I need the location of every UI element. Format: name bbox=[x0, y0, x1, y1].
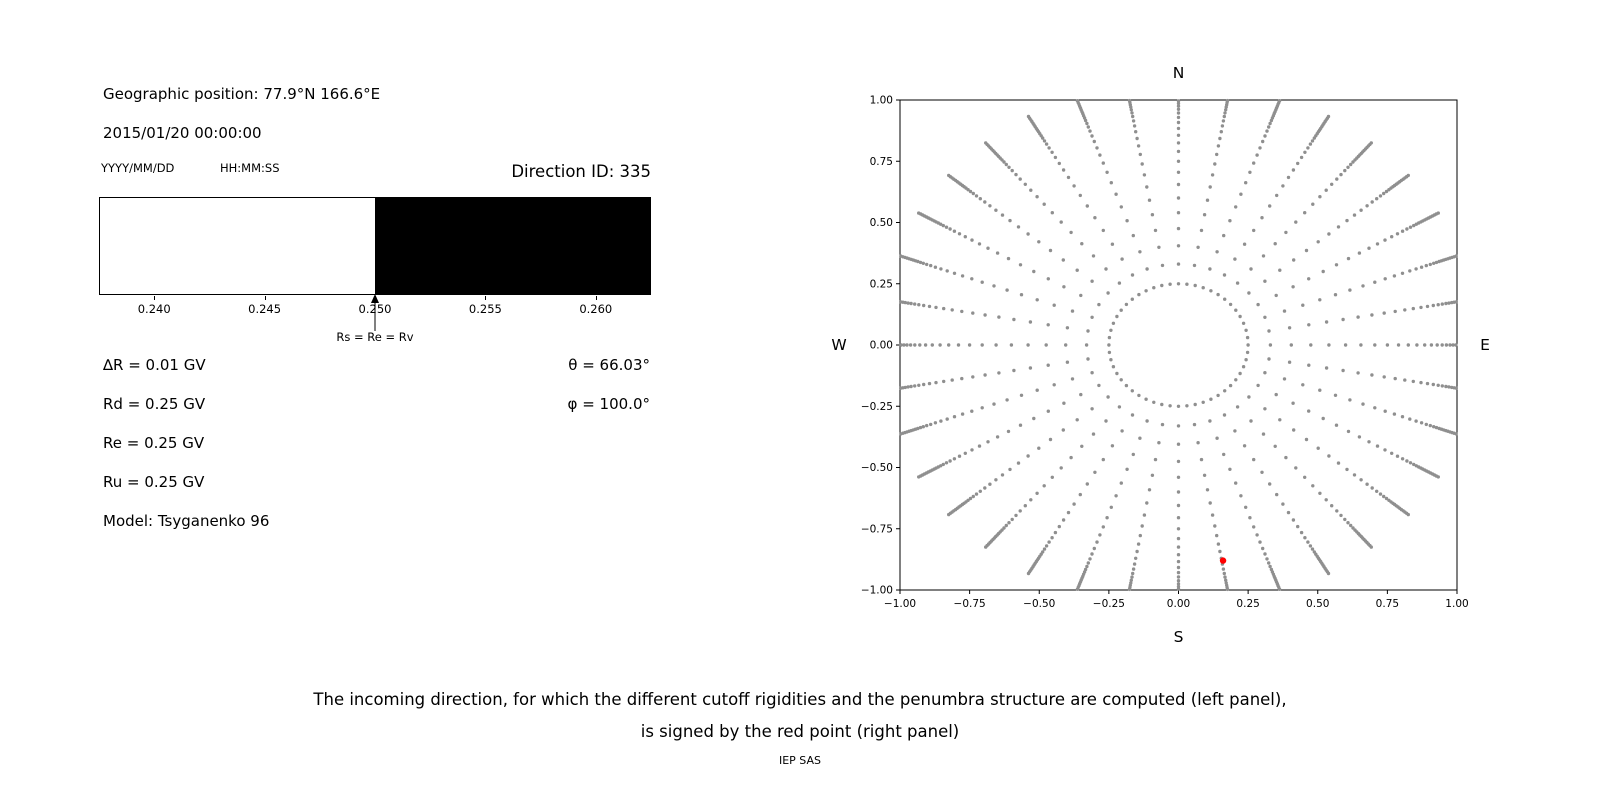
penumbra-tick-label: 0.240 bbox=[137, 302, 171, 316]
caption-line-2: is signed by the red point (right panel) bbox=[640, 722, 960, 741]
penumbra-bar-chart bbox=[99, 197, 651, 295]
x-tick-label: −0.25 bbox=[1093, 598, 1125, 610]
penumbra-tick-label: 0.260 bbox=[579, 302, 613, 316]
date-format-label: YYYY/MM/DD bbox=[101, 161, 175, 175]
penumbra-tick-mark bbox=[154, 296, 156, 300]
param-rd: Rd = 0.25 GV bbox=[103, 395, 206, 413]
penumbra-tick-mark bbox=[595, 296, 597, 300]
param-delta-r: ∆R = 0.01 GV bbox=[103, 356, 206, 374]
x-tick-label: −0.50 bbox=[1023, 598, 1055, 610]
direction-dots bbox=[899, 98, 1458, 592]
y-tick-label: 0.00 bbox=[870, 340, 893, 352]
x-tick-label: −1.00 bbox=[884, 598, 916, 610]
x-tick-label: −0.75 bbox=[954, 598, 986, 610]
y-tick-label: 0.50 bbox=[870, 217, 893, 229]
y-tick-label: −0.50 bbox=[861, 462, 893, 474]
y-tick-label: −1.00 bbox=[861, 585, 893, 597]
y-tick-label: 0.25 bbox=[870, 278, 893, 290]
sky-direction-plot: −1.00 −0.75 −0.50 −0.25 0.00 0.25 0.50 0.75 1.00… bbox=[831, 64, 1490, 646]
penumbra-segment bbox=[100, 198, 375, 294]
compass-west-label: W bbox=[831, 336, 846, 354]
figure-caption: The incoming direction, for which the di… bbox=[0, 684, 1600, 767]
x-tick-label: 1.00 bbox=[1445, 598, 1468, 610]
param-ru: Ru = 0.25 GV bbox=[103, 473, 205, 491]
y-tick-label: 0.75 bbox=[870, 156, 893, 168]
datetime-value: 2015/01/20 00:00:00 bbox=[103, 124, 262, 142]
x-tick-label: 0.50 bbox=[1306, 598, 1329, 610]
geographic-position: Geographic position: 77.9°N 166.6°E bbox=[103, 85, 381, 103]
compass-east-label: E bbox=[1480, 336, 1490, 354]
penumbra-tick-label: 0.245 bbox=[248, 302, 282, 316]
penumbra-annotation-label: Rs = Re = Rv bbox=[336, 330, 414, 344]
penumbra-segment bbox=[375, 198, 650, 294]
penumbra-tick-label: 0.255 bbox=[468, 302, 502, 316]
y-tick-label: −0.75 bbox=[861, 523, 893, 535]
x-tick-label: 0.25 bbox=[1236, 598, 1259, 610]
y-tick-label: −0.25 bbox=[861, 401, 893, 413]
credit-label: IEP SAS bbox=[778, 754, 822, 767]
param-re: Re = 0.25 GV bbox=[103, 434, 205, 452]
red-point bbox=[1219, 557, 1227, 564]
param-theta: θ = 66.03° bbox=[568, 356, 650, 374]
penumbra-tick-mark bbox=[485, 296, 487, 300]
param-model: Model: Tsyganenko 96 bbox=[103, 512, 270, 530]
compass-north-label: N bbox=[1173, 64, 1185, 82]
penumbra-tick-mark bbox=[264, 296, 266, 300]
time-format-label: HH:MM:SS bbox=[220, 161, 280, 175]
y-tick-label: 1.00 bbox=[870, 95, 893, 107]
direction-id-label: Direction ID: 335 bbox=[511, 162, 651, 181]
x-tick-label: 0.75 bbox=[1376, 598, 1399, 610]
arrow-up-icon bbox=[371, 294, 379, 331]
x-tick-label: 0.00 bbox=[1167, 598, 1190, 610]
caption-line-1: The incoming direction, for which the di… bbox=[313, 690, 1287, 709]
compass-south-label: S bbox=[1174, 628, 1184, 646]
param-phi: φ = 100.0° bbox=[567, 395, 650, 413]
